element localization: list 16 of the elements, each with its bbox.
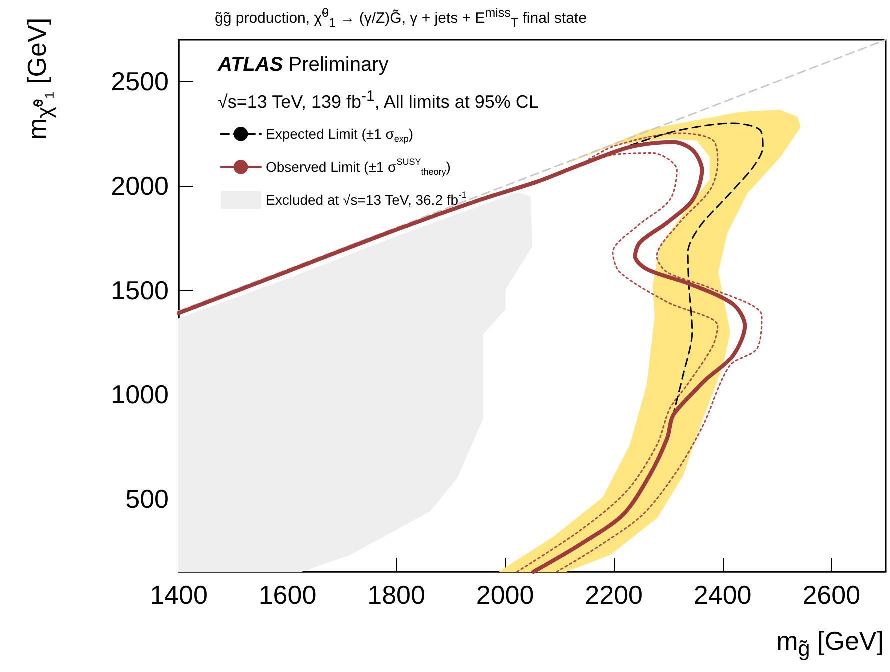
annotation: ATLAS Preliminary	[218, 54, 389, 77]
x-tick-label: 2400	[694, 580, 752, 610]
chart-title: g̃g̃ production, χ̃$^{0}$$_{1}$ → (γ/Z)G̃, γ + jets + E$^{miss}$$_{T}$ final state	[215, 6, 587, 30]
x-axis-title: m$_{g̃}$ [GeV]	[776, 626, 884, 662]
x-tick-label: 1400	[150, 580, 208, 610]
y-tick-label: 500	[126, 484, 169, 514]
x-tick-label: 1600	[258, 580, 317, 610]
x-tick-label: 2600	[802, 580, 861, 610]
annotation: √s=13 TeV, 139 fb$^{-1}$, All limits at 95% CL	[218, 88, 539, 113]
y-tick-label: 1500	[111, 275, 169, 306]
y-tick-label: 2000	[111, 171, 169, 202]
y-tick-label: 1000	[111, 380, 169, 410]
x-tick-label: 1800	[368, 580, 426, 610]
x-tick-label: 2000	[476, 580, 534, 610]
y-tick-label: 2500	[111, 66, 169, 97]
x-tick-label: 2200	[585, 580, 643, 610]
